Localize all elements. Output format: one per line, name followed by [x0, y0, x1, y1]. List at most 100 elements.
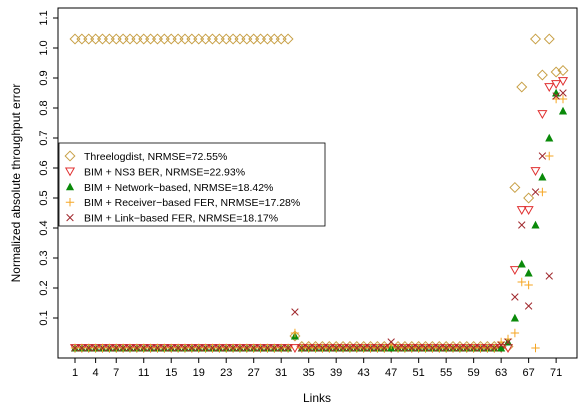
data-point [557, 64, 569, 77]
data-point [248, 33, 260, 45]
data-point [311, 344, 320, 352]
data-point [145, 33, 157, 45]
y-tick-label: 0.3 [38, 250, 50, 265]
data-point [229, 344, 237, 352]
data-point [449, 344, 457, 352]
data-point [531, 220, 540, 229]
data-point [557, 77, 569, 86]
data-point [529, 33, 542, 45]
data-point [284, 344, 292, 352]
data-point [138, 33, 150, 45]
data-point [469, 344, 478, 352]
data-point [551, 80, 562, 89]
data-point [117, 33, 129, 45]
x-tick-label: 71 [550, 367, 562, 379]
data-point [524, 268, 533, 277]
data-point [213, 33, 225, 45]
data-point [241, 33, 253, 45]
data-point [208, 344, 217, 352]
y-axis: 0.1 0.2 0.3 0.4 0.5 0.6 0.7 0.8 0.9 1.0 1.1 [38, 10, 58, 326]
data-point [516, 206, 527, 215]
legend: Threelogdist, NRMSE=72.55% BIM + NS3 BER,… [58, 142, 326, 227]
data-point [435, 344, 443, 352]
x-tick-label: 55 [440, 367, 452, 379]
data-point [222, 344, 230, 352]
data-point [83, 33, 95, 45]
data-point [490, 344, 498, 352]
data-point [456, 344, 464, 352]
data-point [353, 344, 361, 352]
data-point [504, 338, 512, 346]
data-point [290, 328, 300, 338]
data-point [133, 344, 141, 352]
data-point [119, 344, 127, 352]
data-point [421, 344, 430, 352]
data-point [71, 344, 79, 352]
data-point [394, 344, 402, 352]
data-point [511, 293, 519, 301]
data-point [524, 302, 533, 310]
y-tick-label: 0.4 [38, 220, 50, 235]
data-point [206, 33, 218, 45]
data-point [559, 89, 567, 97]
data-point [201, 344, 210, 352]
data-point [537, 110, 548, 119]
x-tick-label: 63 [495, 367, 507, 379]
data-point [98, 344, 107, 352]
x-tick-label: 7 [113, 367, 119, 379]
data-point [545, 272, 553, 280]
data-point [538, 152, 547, 160]
data-point [428, 344, 437, 352]
x-tick-label: 43 [358, 367, 370, 379]
data-point [90, 33, 102, 45]
data-point [523, 192, 535, 204]
data-point [536, 69, 548, 81]
data-point [78, 344, 86, 352]
legend-marker [65, 198, 75, 207]
data-point [298, 344, 306, 352]
data-point [538, 172, 547, 181]
data-point [270, 344, 279, 352]
data-point [234, 33, 246, 45]
data-point [545, 151, 554, 161]
data-point [304, 344, 313, 352]
data-point [153, 344, 162, 352]
x-tick-label: 67 [523, 367, 535, 379]
x-tick-label: 39 [330, 367, 342, 379]
data-point [220, 33, 232, 45]
data-point [243, 344, 251, 352]
x-tick-label: 11 [138, 367, 149, 379]
data-point [103, 33, 115, 45]
data-point [463, 344, 471, 352]
legend-box [58, 142, 326, 227]
data-point [531, 188, 540, 196]
data-point [550, 66, 562, 78]
data-point [255, 33, 267, 45]
data-point [151, 33, 163, 45]
data-point [552, 92, 560, 100]
data-point [105, 344, 114, 352]
data-point [510, 328, 520, 338]
data-point [545, 133, 554, 142]
data-point [517, 277, 526, 287]
data-point [497, 343, 506, 352]
x-tick-label: 51 [413, 367, 425, 379]
legend-label: BIM + Network−based, NRMSE=18.42% [84, 182, 273, 194]
y-tick-label: 0.6 [38, 160, 50, 175]
data-point [263, 344, 272, 352]
data-point [124, 33, 136, 45]
data-point [497, 341, 505, 349]
data-point [91, 344, 100, 352]
data-point [112, 344, 120, 352]
data-point [172, 33, 184, 45]
data-point [408, 344, 416, 352]
data-point [509, 181, 521, 194]
y-tick-label: 0.9 [38, 70, 50, 85]
data-point [96, 33, 109, 45]
data-point [195, 344, 203, 352]
data-point [174, 344, 182, 352]
x-tick-label: 31 [275, 367, 287, 379]
x-tick-label: 23 [220, 367, 232, 379]
data-point [544, 83, 555, 92]
